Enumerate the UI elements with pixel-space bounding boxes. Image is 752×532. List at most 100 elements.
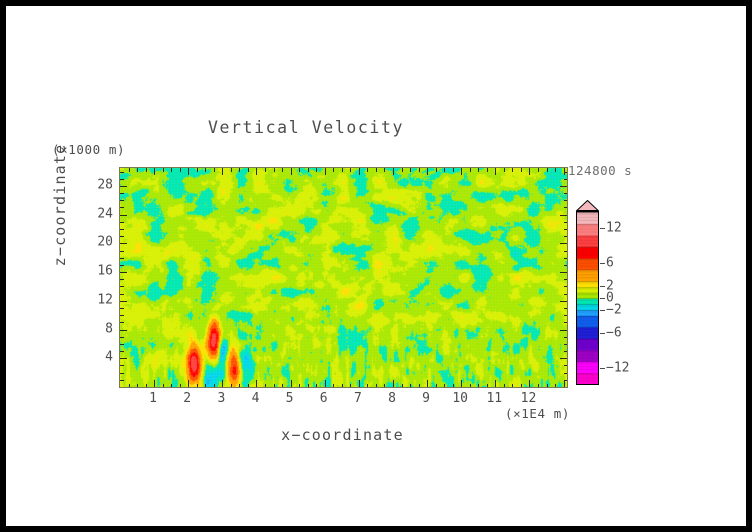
x-tick-minor [137, 168, 139, 172]
x-tick-minor [367, 168, 369, 172]
x-tick-label: 8 [388, 391, 396, 406]
x-tick-minor [435, 383, 437, 387]
x-tick-minor [247, 168, 249, 172]
x-tick-minor [503, 168, 505, 172]
colorbar-tick [600, 286, 605, 288]
x-tick-minor [316, 168, 318, 172]
y-tick-minor [563, 236, 567, 238]
y-tick-minor [120, 264, 124, 266]
x-tick-minor [128, 383, 130, 387]
x-tick-minor [273, 168, 275, 172]
y-tick-label: 8 [105, 321, 113, 337]
x-tick-major [256, 380, 258, 387]
x-tick-minor [205, 168, 207, 172]
y-tick-minor [120, 207, 124, 209]
y-tick-minor [563, 308, 567, 310]
x-tick-minor [196, 383, 198, 387]
y-tick-major [120, 300, 127, 302]
x-tick-major [563, 168, 565, 175]
y-tick-major [120, 214, 127, 216]
y-tick-minor [120, 351, 124, 353]
y-tick-minor [120, 279, 124, 281]
y-tick-minor [563, 293, 567, 295]
x-axis-title: x−coordinate [281, 426, 404, 444]
x-tick-minor [401, 168, 403, 172]
y-tick-minor [563, 343, 567, 345]
x-tick-minor [299, 168, 301, 172]
y-tick-minor [120, 293, 124, 295]
y-tick-minor [563, 200, 567, 202]
x-tick-minor [452, 168, 454, 172]
x-tick-major [358, 168, 360, 175]
y-tick-minor [563, 229, 567, 231]
colorbar-arrow-icon [576, 200, 599, 211]
y-tick-minor [563, 257, 567, 259]
y-tick-minor [120, 315, 124, 317]
x-tick-minor [546, 168, 548, 172]
y-tick-minor [120, 193, 124, 195]
x-tick-major [188, 168, 190, 175]
x-tick-major [392, 168, 394, 175]
x-tick-minor [179, 168, 181, 172]
x-tick-minor [307, 383, 309, 387]
colorbar-tick-label: 12 [606, 220, 622, 236]
page-title: Vertical Velocity [207, 118, 405, 137]
x-tick-minor [282, 168, 284, 172]
x-tick-major [563, 380, 565, 387]
y-tick-minor [120, 343, 124, 345]
y-tick-minor [120, 379, 124, 381]
x-tick-major [427, 380, 429, 387]
x-tick-minor [375, 383, 377, 387]
x-tick-minor [239, 383, 241, 387]
x-tick-minor [367, 383, 369, 387]
x-tick-minor [478, 168, 480, 172]
x-tick-minor [171, 383, 173, 387]
x-tick-major [529, 168, 531, 175]
x-tick-major [495, 168, 497, 175]
y-tick-minor [120, 229, 124, 231]
x-tick-minor [401, 383, 403, 387]
x-tick-minor [145, 168, 147, 172]
colorbar-tick [600, 263, 605, 265]
y-tick-minor [120, 336, 124, 338]
colorbar: 12 6 2 0 −2 −6 −12 [576, 200, 666, 390]
y-tick-major [560, 272, 567, 274]
x-tick-minor [469, 168, 471, 172]
x-tick-minor [282, 383, 284, 387]
x-tick-minor [486, 383, 488, 387]
y-tick-minor [563, 178, 567, 180]
x-tick-minor [520, 383, 522, 387]
x-tick-major [461, 380, 463, 387]
y-tick-minor [120, 250, 124, 252]
x-tick-minor [179, 383, 181, 387]
x-tick-major [427, 168, 429, 175]
y-tick-major [120, 272, 127, 274]
x-tick-minor [316, 383, 318, 387]
y-tick-label: 24 [97, 206, 113, 222]
x-tick-major [461, 168, 463, 175]
y-tick-minor [120, 322, 124, 324]
x-tick-minor [410, 168, 412, 172]
x-tick-minor [452, 383, 454, 387]
x-tick-minor [350, 168, 352, 172]
x-tick-label: 10 [452, 391, 469, 406]
x-tick-label: 1 [149, 391, 157, 406]
x-tick-major [529, 380, 531, 387]
colorbar-tick [600, 332, 605, 334]
x-tick-minor [555, 168, 557, 172]
y-tick-minor [563, 250, 567, 252]
x-tick-minor [418, 168, 420, 172]
y-tick-minor [563, 171, 567, 173]
x-tick-label: 7 [353, 391, 362, 406]
y-tick-minor [563, 322, 567, 324]
plot-area [119, 167, 568, 388]
x-tick-minor [538, 168, 539, 172]
x-tick-minor [503, 383, 505, 387]
y-tick-minor [563, 279, 567, 281]
y-tick-minor [563, 365, 567, 367]
x-tick-minor [213, 383, 215, 387]
y-tick-minor [563, 315, 567, 317]
y-tick-minor [120, 221, 124, 223]
x-tick-major [324, 168, 326, 175]
x-tick-minor [444, 168, 446, 172]
